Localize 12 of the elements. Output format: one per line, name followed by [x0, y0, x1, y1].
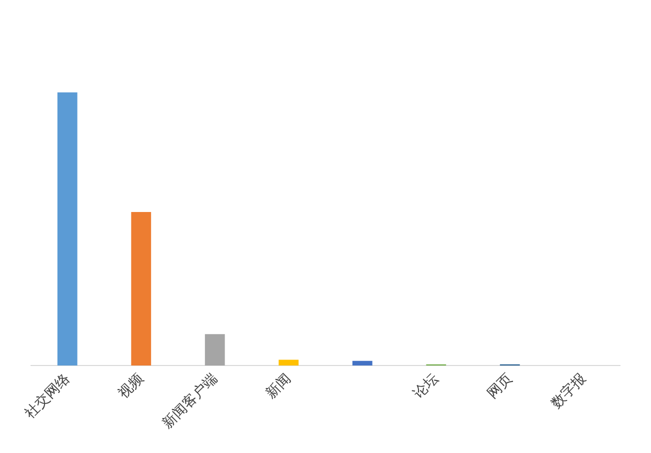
bar — [352, 360, 372, 366]
x-tick-label: 论坛 — [410, 370, 442, 402]
x-tick-label: 新闻 — [263, 370, 294, 402]
bar — [278, 360, 299, 366]
x-tick-label: 网页 — [484, 370, 516, 402]
x-tick-label: 数字报 — [548, 370, 590, 412]
x-tick-label: 视频 — [116, 370, 147, 402]
bar — [131, 212, 152, 366]
bar — [57, 92, 78, 366]
x-tick-label: 新闻客户端 — [160, 370, 221, 432]
bar — [204, 334, 225, 366]
x-tick-label: 社交网络 — [22, 370, 74, 422]
